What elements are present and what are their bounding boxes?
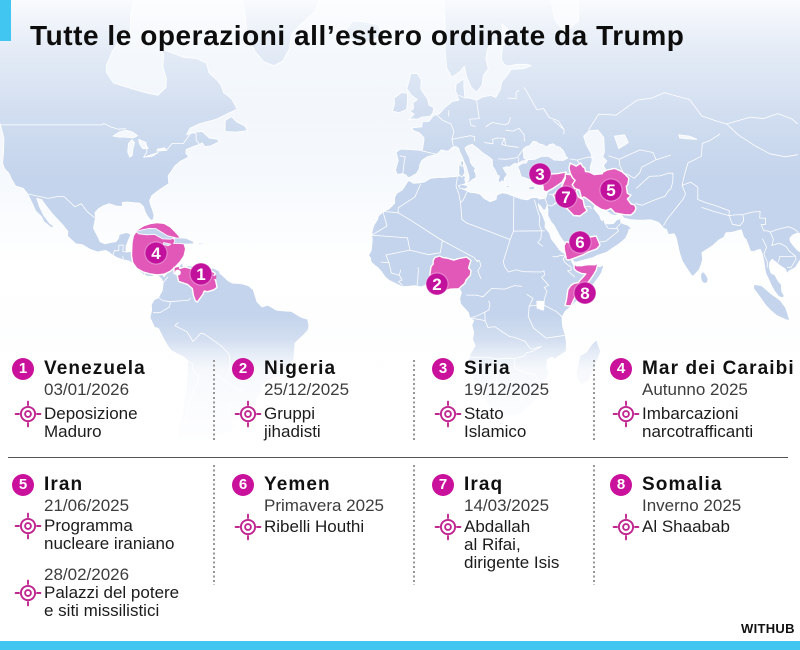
svg-text:8: 8	[580, 284, 589, 303]
svg-text:3: 3	[535, 165, 544, 184]
svg-text:5: 5	[606, 181, 615, 200]
svg-text:4: 4	[151, 244, 161, 263]
svg-text:2: 2	[432, 275, 441, 294]
svg-text:6: 6	[575, 233, 584, 252]
svg-text:7: 7	[561, 188, 570, 207]
svg-text:1: 1	[196, 265, 205, 284]
